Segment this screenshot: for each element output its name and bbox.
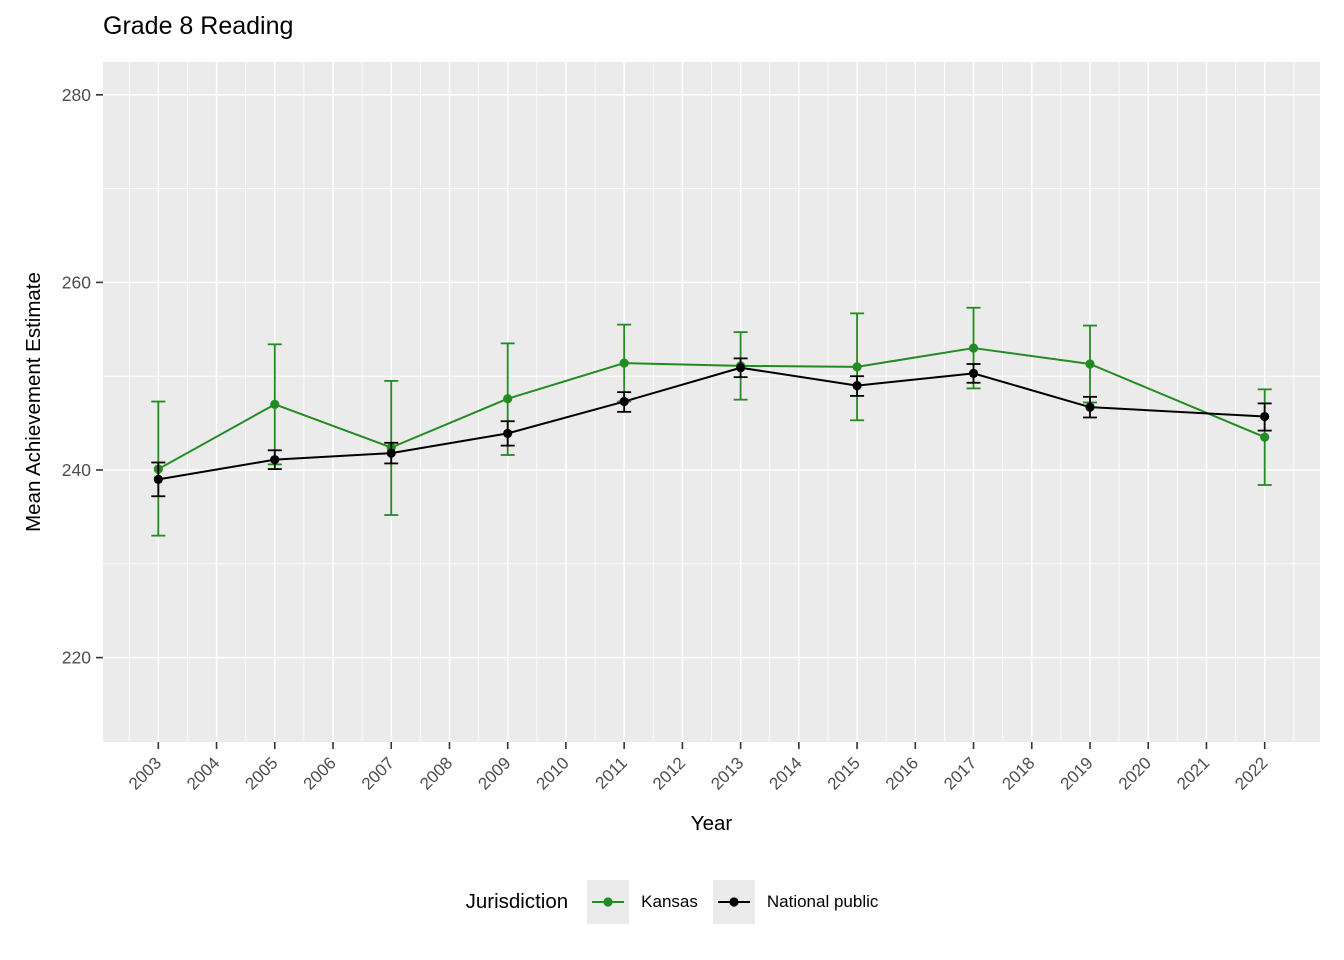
x-tick-label: 2011 bbox=[592, 753, 631, 792]
x-tick-label: 2022 bbox=[1231, 753, 1271, 793]
data-point bbox=[968, 368, 979, 378]
x-tick-label: 2017 bbox=[940, 753, 980, 793]
data-point bbox=[503, 394, 513, 404]
data-point bbox=[619, 396, 629, 407]
data-point bbox=[1260, 432, 1270, 442]
x-tick-label: 2014 bbox=[765, 753, 805, 793]
x-tick-label: 2008 bbox=[416, 753, 456, 793]
legend-entry-national-public: National public bbox=[712, 880, 879, 924]
data-point bbox=[270, 455, 280, 465]
y-tick-label: 280 bbox=[62, 85, 91, 105]
data-point bbox=[270, 399, 280, 409]
x-axis-title: Year bbox=[690, 812, 733, 835]
x-tick-label: 2015 bbox=[824, 753, 864, 793]
data-point bbox=[386, 448, 396, 458]
data-point bbox=[1085, 359, 1095, 369]
x-tick-label: 2020 bbox=[1115, 753, 1155, 793]
chart-title: Grade 8 Reading bbox=[103, 12, 294, 40]
y-tick-label: 240 bbox=[62, 460, 91, 480]
x-tick-label: 2018 bbox=[998, 753, 1038, 793]
data-point bbox=[968, 343, 979, 353]
y-axis-title: Mean Achievement Estimate bbox=[22, 272, 45, 532]
x-tick-label: 2009 bbox=[474, 753, 514, 793]
x-tick-label: 2016 bbox=[882, 753, 922, 793]
data-point bbox=[1085, 402, 1095, 412]
legend-label-kansas: Kansas bbox=[641, 892, 698, 911]
x-tick-label: 2005 bbox=[241, 753, 281, 793]
data-point bbox=[153, 474, 163, 484]
legend: Jurisdiction Kansas National public bbox=[0, 880, 1344, 924]
kansas-series-key-icon bbox=[587, 880, 630, 924]
series-line bbox=[157, 347, 1266, 470]
x-tick-label: 2012 bbox=[649, 753, 689, 793]
x-tick-label: 2004 bbox=[183, 753, 223, 793]
data-point bbox=[852, 362, 862, 372]
data-point bbox=[1260, 411, 1270, 422]
data-point bbox=[503, 428, 513, 439]
legend-entry-kansas: Kansas bbox=[587, 880, 698, 924]
y-tick-label: 220 bbox=[62, 648, 91, 668]
legend-label-national-public: National public bbox=[766, 892, 879, 911]
national-public-series-key-icon bbox=[712, 880, 755, 924]
x-tick-label: 2019 bbox=[1057, 753, 1097, 793]
legend-title: Jurisdiction bbox=[465, 890, 569, 913]
y-tick-label: 260 bbox=[62, 272, 91, 292]
data-point bbox=[736, 363, 746, 373]
plot-canvas: 220 240 260 280 2003 2004 2005 2006 2007 2008 2009… bbox=[62, 62, 1320, 794]
x-tick-label: 2006 bbox=[300, 753, 340, 793]
x-tick-label: 2007 bbox=[358, 753, 398, 793]
series-line bbox=[158, 366, 1265, 481]
data-point bbox=[852, 380, 862, 391]
x-tick-label: 2013 bbox=[707, 753, 747, 793]
x-tick-label: 2021 bbox=[1173, 753, 1213, 793]
x-tick-label: 2003 bbox=[125, 753, 165, 793]
data-point bbox=[619, 358, 629, 368]
x-tick-label: 2010 bbox=[533, 753, 573, 793]
